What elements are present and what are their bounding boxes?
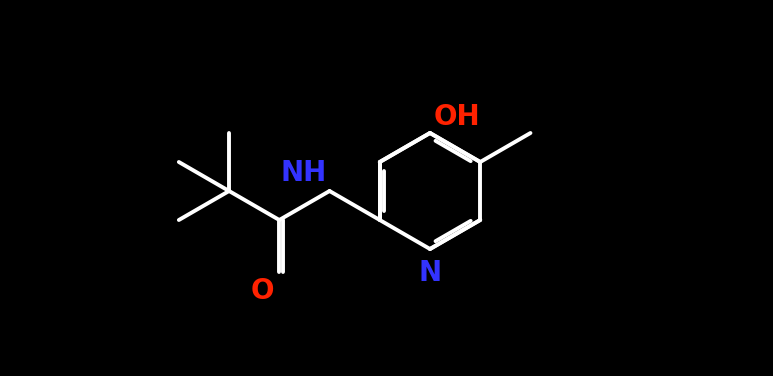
Text: NH: NH: [281, 159, 326, 187]
Text: O: O: [250, 277, 274, 305]
Text: N: N: [418, 259, 441, 287]
Text: OH: OH: [434, 103, 481, 131]
